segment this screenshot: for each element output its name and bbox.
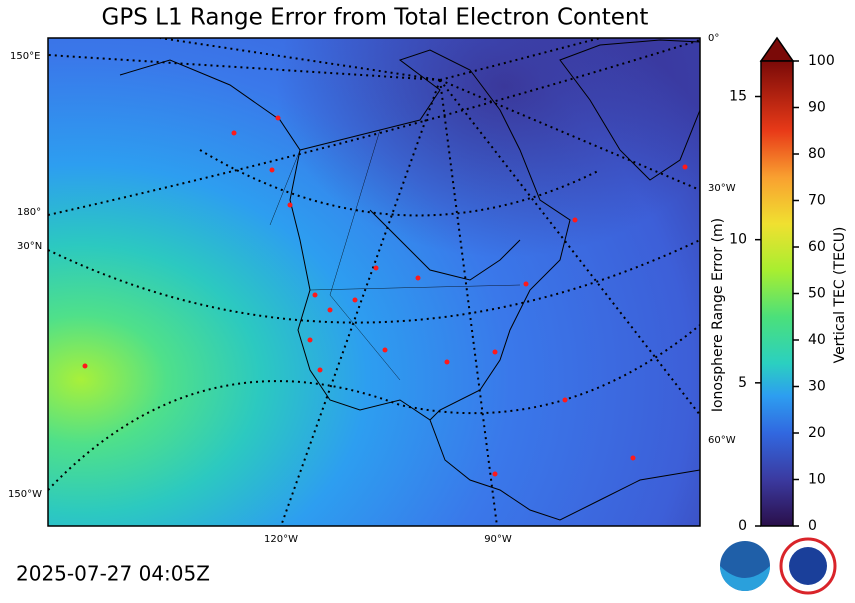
right-tick-label: 50 [808,286,826,302]
greenland [559,39,700,181]
station [630,455,636,461]
station [307,337,313,343]
station [572,217,578,223]
station [312,292,318,298]
station [562,397,568,403]
tec-field-low [48,38,700,526]
station [231,130,237,136]
station [327,307,333,313]
left-tick-label: 0 [738,518,747,534]
left-tick-label: 10 [729,232,747,248]
right-tick-label: 70 [808,193,826,209]
coastline [119,49,700,521]
colorbar-ticks: 0 5 10 15 0 10 20 30 40 50 60 70 80 90 100 [729,53,835,534]
graticule-label: 90°W [484,534,512,545]
station [682,164,688,170]
left-tick-label: 5 [738,375,747,391]
noaa-logo-wave [720,566,770,591]
station [373,265,379,271]
nws-logo-center [789,547,827,585]
right-tick-label: 80 [808,146,826,162]
right-tick-label: 40 [808,332,826,348]
borders [269,129,521,381]
colorbar-extend [759,36,795,62]
graticule-label: 180° [17,207,41,218]
right-tick-label: 0 [808,518,817,534]
station [523,281,529,287]
station [287,202,293,208]
right-tick-label: 20 [808,425,826,441]
parallel [199,149,601,217]
title: GPS L1 Range Error from Total Electron C… [102,5,649,31]
station [382,347,388,353]
graticule-label: 30°W [708,183,736,194]
meridian [280,79,441,526]
parallel [48,239,700,324]
station [492,349,498,355]
right-tick-label: 30 [808,379,826,395]
station [415,275,421,281]
graticule-label: 120°W [264,534,298,545]
station [269,167,275,173]
graticule-label: 0° [708,33,719,44]
meridian [159,38,441,81]
station [82,363,88,369]
station [275,115,281,121]
stations [82,115,688,477]
colorbar-left-label: Ionosphere Range Error (m) [710,218,726,412]
station [492,471,498,477]
graticule-label: 150°E [10,51,40,62]
station [317,367,323,373]
station [352,297,358,303]
graticule-label: 30°N [17,241,42,252]
right-tick-label: 60 [808,239,826,255]
graticule-label: 150°W [8,489,42,500]
station [444,359,450,365]
map [48,38,700,526]
right-tick-label: 10 [808,472,826,488]
noaa-logo [720,541,770,591]
colorbar [760,60,794,527]
map-frame [47,37,701,527]
nws-logo [779,537,837,595]
left-tick-label: 15 [729,89,747,105]
right-tick-label: 90 [808,100,826,116]
graticule-label: 60°W [708,435,736,446]
meridian [439,79,700,191]
colorbar-right-label: Vertical TEC (TECU) [832,227,848,364]
timestamp: 2025-07-27 04:05Z [16,562,210,586]
right-tick-label: 100 [808,53,835,69]
